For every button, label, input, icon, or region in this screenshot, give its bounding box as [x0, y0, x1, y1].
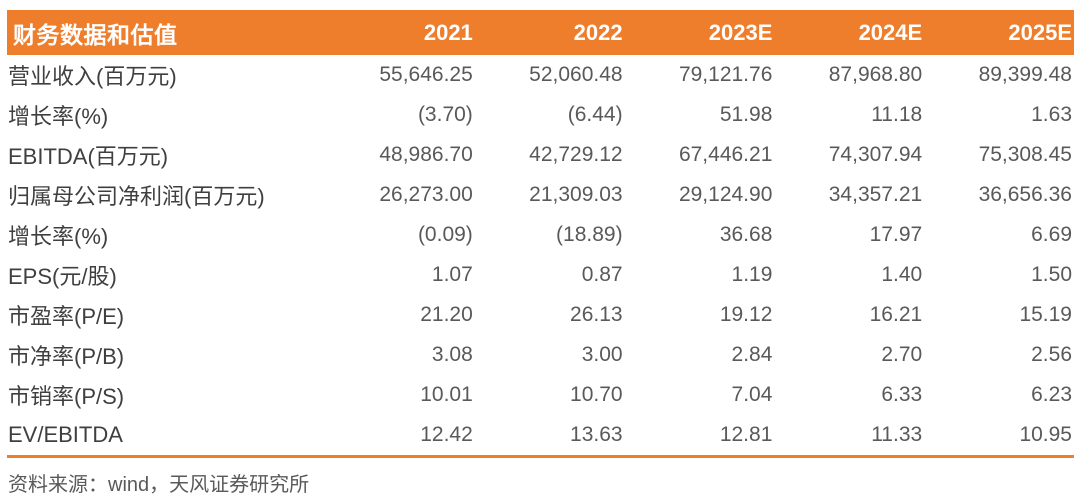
table-row-eps: EPS(元/股) 1.07 0.87 1.19 1.40 1.50	[7, 255, 1074, 295]
cell-value: 26.13	[570, 303, 623, 326]
cell-value: 67,446.21	[678, 143, 773, 166]
cell-value: 51.98	[719, 103, 773, 126]
cell-value: 2.70	[881, 343, 923, 366]
cell-value: 7.04	[731, 383, 773, 406]
column-header-2022: 2022	[573, 19, 623, 45]
cell-value: 1.63	[1031, 103, 1072, 126]
cell-value: 1.50	[1031, 263, 1072, 286]
cell-value: 87,968.80	[828, 63, 923, 86]
cell-value: 10.01	[420, 383, 473, 406]
row-label: 增长率(%)	[8, 224, 109, 249]
table-title: 财务数据和估值	[13, 21, 178, 48]
cell-value: 2.56	[1031, 343, 1072, 366]
cell-value: 10.70	[570, 383, 623, 406]
row-label: 市盈率(P/E)	[8, 304, 125, 329]
cell-value: 19.12	[719, 303, 773, 326]
column-header-2023e: 2023E	[708, 19, 773, 45]
row-label: EV/EBITDA	[8, 422, 123, 447]
cell-value: 0.87	[581, 263, 623, 286]
cell-value: (3.70)	[417, 103, 473, 126]
cell-value: 79,121.76	[678, 63, 773, 86]
row-label: 增长率(%)	[8, 104, 109, 129]
cell-value: 1.40	[881, 263, 923, 286]
cell-value: 1.19	[731, 263, 773, 286]
table-row-pb: 市净率(P/B) 3.08 3.00 2.84 2.70 2.56	[7, 335, 1074, 375]
cell-value: 21,309.03	[529, 183, 623, 206]
cell-value: 10.95	[1019, 423, 1072, 446]
cell-value: 16.21	[869, 303, 923, 326]
table-row-revenue-growth: 增长率(%) (3.70) (6.44) 51.98 11.18 1.63	[7, 95, 1074, 135]
cell-value: 12.81	[719, 423, 773, 446]
cell-value: 36,656.36	[978, 183, 1072, 206]
cell-value: 48,986.70	[379, 143, 473, 166]
row-label: 营业收入(百万元)	[8, 64, 177, 89]
cell-value: 11.33	[871, 423, 923, 446]
row-label: EPS(元/股)	[8, 264, 117, 289]
table-row-profit-growth: 增长率(%) (0.09) (18.89) 36.68 17.97 6.69	[7, 215, 1074, 255]
financial-estimates-table: 财务数据和估值 2021 2022 2023E 2024E 2025E 营业收入…	[7, 10, 1074, 458]
data-source-note: 资料来源：wind，天风证券研究所	[8, 474, 310, 496]
table-header-row: 财务数据和估值 2021 2022 2023E 2024E 2025E	[7, 10, 1074, 55]
cell-value: 36.68	[719, 223, 773, 246]
table-row-net-profit: 归属母公司净利润(百万元) 26,273.00 21,309.03 29,124…	[7, 175, 1074, 215]
cell-value: 13.63	[570, 423, 623, 446]
cell-value: 1.07	[431, 263, 473, 286]
table-row-pe: 市盈率(P/E) 21.20 26.13 19.12 16.21 15.19	[7, 295, 1074, 335]
cell-value: 89,399.48	[978, 63, 1072, 86]
cell-value: 21.20	[420, 303, 473, 326]
cell-value: 6.23	[1031, 383, 1072, 406]
row-label: 市销率(P/S)	[8, 384, 125, 409]
row-label: 市净率(P/B)	[8, 344, 125, 369]
table-row-ebitda: EBITDA(百万元) 48,986.70 42,729.12 67,446.2…	[7, 135, 1074, 175]
cell-value: 52,060.48	[529, 63, 623, 86]
cell-value: 74,307.94	[828, 143, 923, 166]
cell-value: 6.69	[1031, 223, 1072, 246]
table-row-revenue: 营业收入(百万元) 55,646.25 52,060.48 79,121.76 …	[7, 55, 1074, 95]
cell-value: 26,273.00	[379, 183, 473, 206]
table-row-ps: 市销率(P/S) 10.01 10.70 7.04 6.33 6.23	[7, 375, 1074, 415]
cell-value: 11.18	[871, 103, 923, 126]
cell-value: 3.00	[581, 343, 623, 366]
cell-value: 12.42	[420, 423, 473, 446]
cell-value: 3.08	[431, 343, 473, 366]
cell-value: (18.89)	[556, 223, 623, 246]
cell-value: 75,308.45	[978, 143, 1072, 166]
cell-value: (0.09)	[417, 223, 473, 246]
cell-value: 6.33	[881, 383, 923, 406]
row-label: EBITDA(百万元)	[8, 144, 169, 169]
cell-value: 15.19	[1019, 303, 1072, 326]
cell-value: 17.97	[869, 223, 923, 246]
cell-value: 29,124.90	[678, 183, 773, 206]
cell-value: 42,729.12	[529, 143, 623, 166]
table-row-ev-ebitda: EV/EBITDA 12.42 13.63 12.81 11.33 10.95	[7, 415, 1074, 455]
cell-value: 34,357.21	[828, 183, 923, 206]
cell-value: 2.84	[731, 343, 773, 366]
column-header-2025e: 2025E	[1008, 19, 1072, 45]
row-label: 归属母公司净利润(百万元)	[8, 184, 265, 209]
column-header-2024e: 2024E	[858, 19, 923, 45]
cell-value: (6.44)	[567, 103, 623, 126]
column-header-2021: 2021	[423, 19, 473, 45]
cell-value: 55,646.25	[379, 63, 473, 86]
